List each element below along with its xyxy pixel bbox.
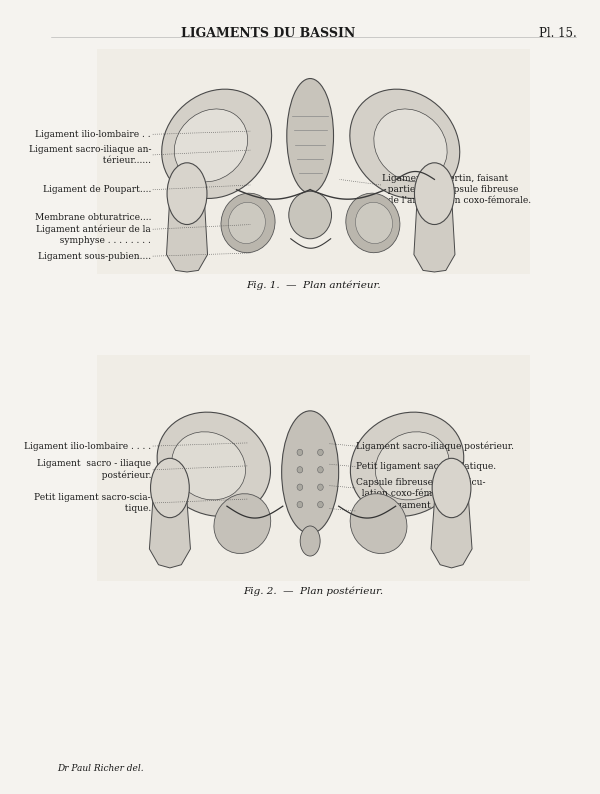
Ellipse shape: [350, 494, 407, 553]
Ellipse shape: [317, 502, 323, 508]
Ellipse shape: [415, 163, 454, 225]
Text: Ligament sous-pubien....: Ligament sous-pubien....: [38, 252, 151, 260]
Text: Membrane obturatrice....
Ligament antérieur de la
  symphyse . . . . . . . .: Membrane obturatrice.... Ligament antéri…: [35, 214, 151, 245]
Text: Ligament sacro-iliaque an-
  térieur......: Ligament sacro-iliaque an- térieur......: [29, 145, 151, 165]
Text: LIGAMENTS DU BASSIN: LIGAMENTS DU BASSIN: [181, 27, 355, 40]
Text: Ligament sacro-iliaque postérieur.: Ligament sacro-iliaque postérieur.: [356, 441, 514, 451]
Text: Grand  ligament  sacro-
  sciatique.: Grand ligament sacro- sciatique.: [356, 501, 465, 521]
Polygon shape: [149, 486, 190, 568]
Ellipse shape: [162, 89, 272, 198]
Ellipse shape: [167, 163, 207, 225]
Ellipse shape: [297, 449, 303, 456]
Ellipse shape: [287, 79, 334, 193]
Bar: [97, 49, 530, 275]
Ellipse shape: [350, 412, 464, 516]
Text: Ligament ilio-lombaire . .: Ligament ilio-lombaire . .: [35, 129, 151, 139]
Ellipse shape: [350, 89, 460, 198]
Ellipse shape: [346, 193, 400, 252]
Polygon shape: [166, 195, 208, 272]
Text: Fig. 1.  —  Plan antérieur.: Fig. 1. — Plan antérieur.: [246, 281, 381, 290]
Text: Ligament ilio-lombaire . . . .: Ligament ilio-lombaire . . . .: [24, 441, 151, 450]
Text: Petit ligament sacro-sciatique.: Petit ligament sacro-sciatique.: [356, 462, 496, 471]
Ellipse shape: [297, 502, 303, 508]
Ellipse shape: [289, 191, 332, 239]
Ellipse shape: [229, 202, 265, 244]
Ellipse shape: [157, 412, 271, 516]
Ellipse shape: [297, 467, 303, 473]
Ellipse shape: [151, 458, 189, 518]
Polygon shape: [414, 195, 455, 272]
Text: Fig. 2.  —  Plan postérieur.: Fig. 2. — Plan postérieur.: [244, 586, 383, 596]
Ellipse shape: [317, 484, 323, 491]
Ellipse shape: [175, 109, 248, 182]
Bar: [97, 355, 530, 580]
Ellipse shape: [317, 467, 323, 473]
Text: Petit ligament sacro-scia-
  tique.: Petit ligament sacro-scia- tique.: [34, 493, 151, 513]
Text: Ligament de Poupart....: Ligament de Poupart....: [43, 185, 151, 195]
Ellipse shape: [297, 484, 303, 491]
Ellipse shape: [172, 432, 245, 500]
Text: Ligament de Bertin, faisant
  partie de la capsule fibreuse
  de l'articulation : Ligament de Bertin, faisant partie de la…: [382, 174, 531, 206]
Text: Ligament  sacro - iliaque
  postérieur.: Ligament sacro - iliaque postérieur.: [37, 460, 151, 480]
Ellipse shape: [376, 432, 449, 500]
Ellipse shape: [356, 202, 392, 244]
Ellipse shape: [317, 449, 323, 456]
Text: Dr Paul Richer del.: Dr Paul Richer del.: [57, 764, 143, 773]
Polygon shape: [431, 486, 472, 568]
Ellipse shape: [221, 193, 275, 252]
Ellipse shape: [281, 410, 338, 534]
Text: Pl. 15.: Pl. 15.: [539, 27, 577, 40]
Ellipse shape: [432, 458, 471, 518]
Ellipse shape: [374, 109, 447, 182]
Ellipse shape: [214, 494, 271, 553]
Text: Capsule fibreuse de l'articu-
  lation coxo-fémorale.: Capsule fibreuse de l'articu- lation cox…: [356, 478, 486, 498]
Ellipse shape: [300, 526, 320, 556]
